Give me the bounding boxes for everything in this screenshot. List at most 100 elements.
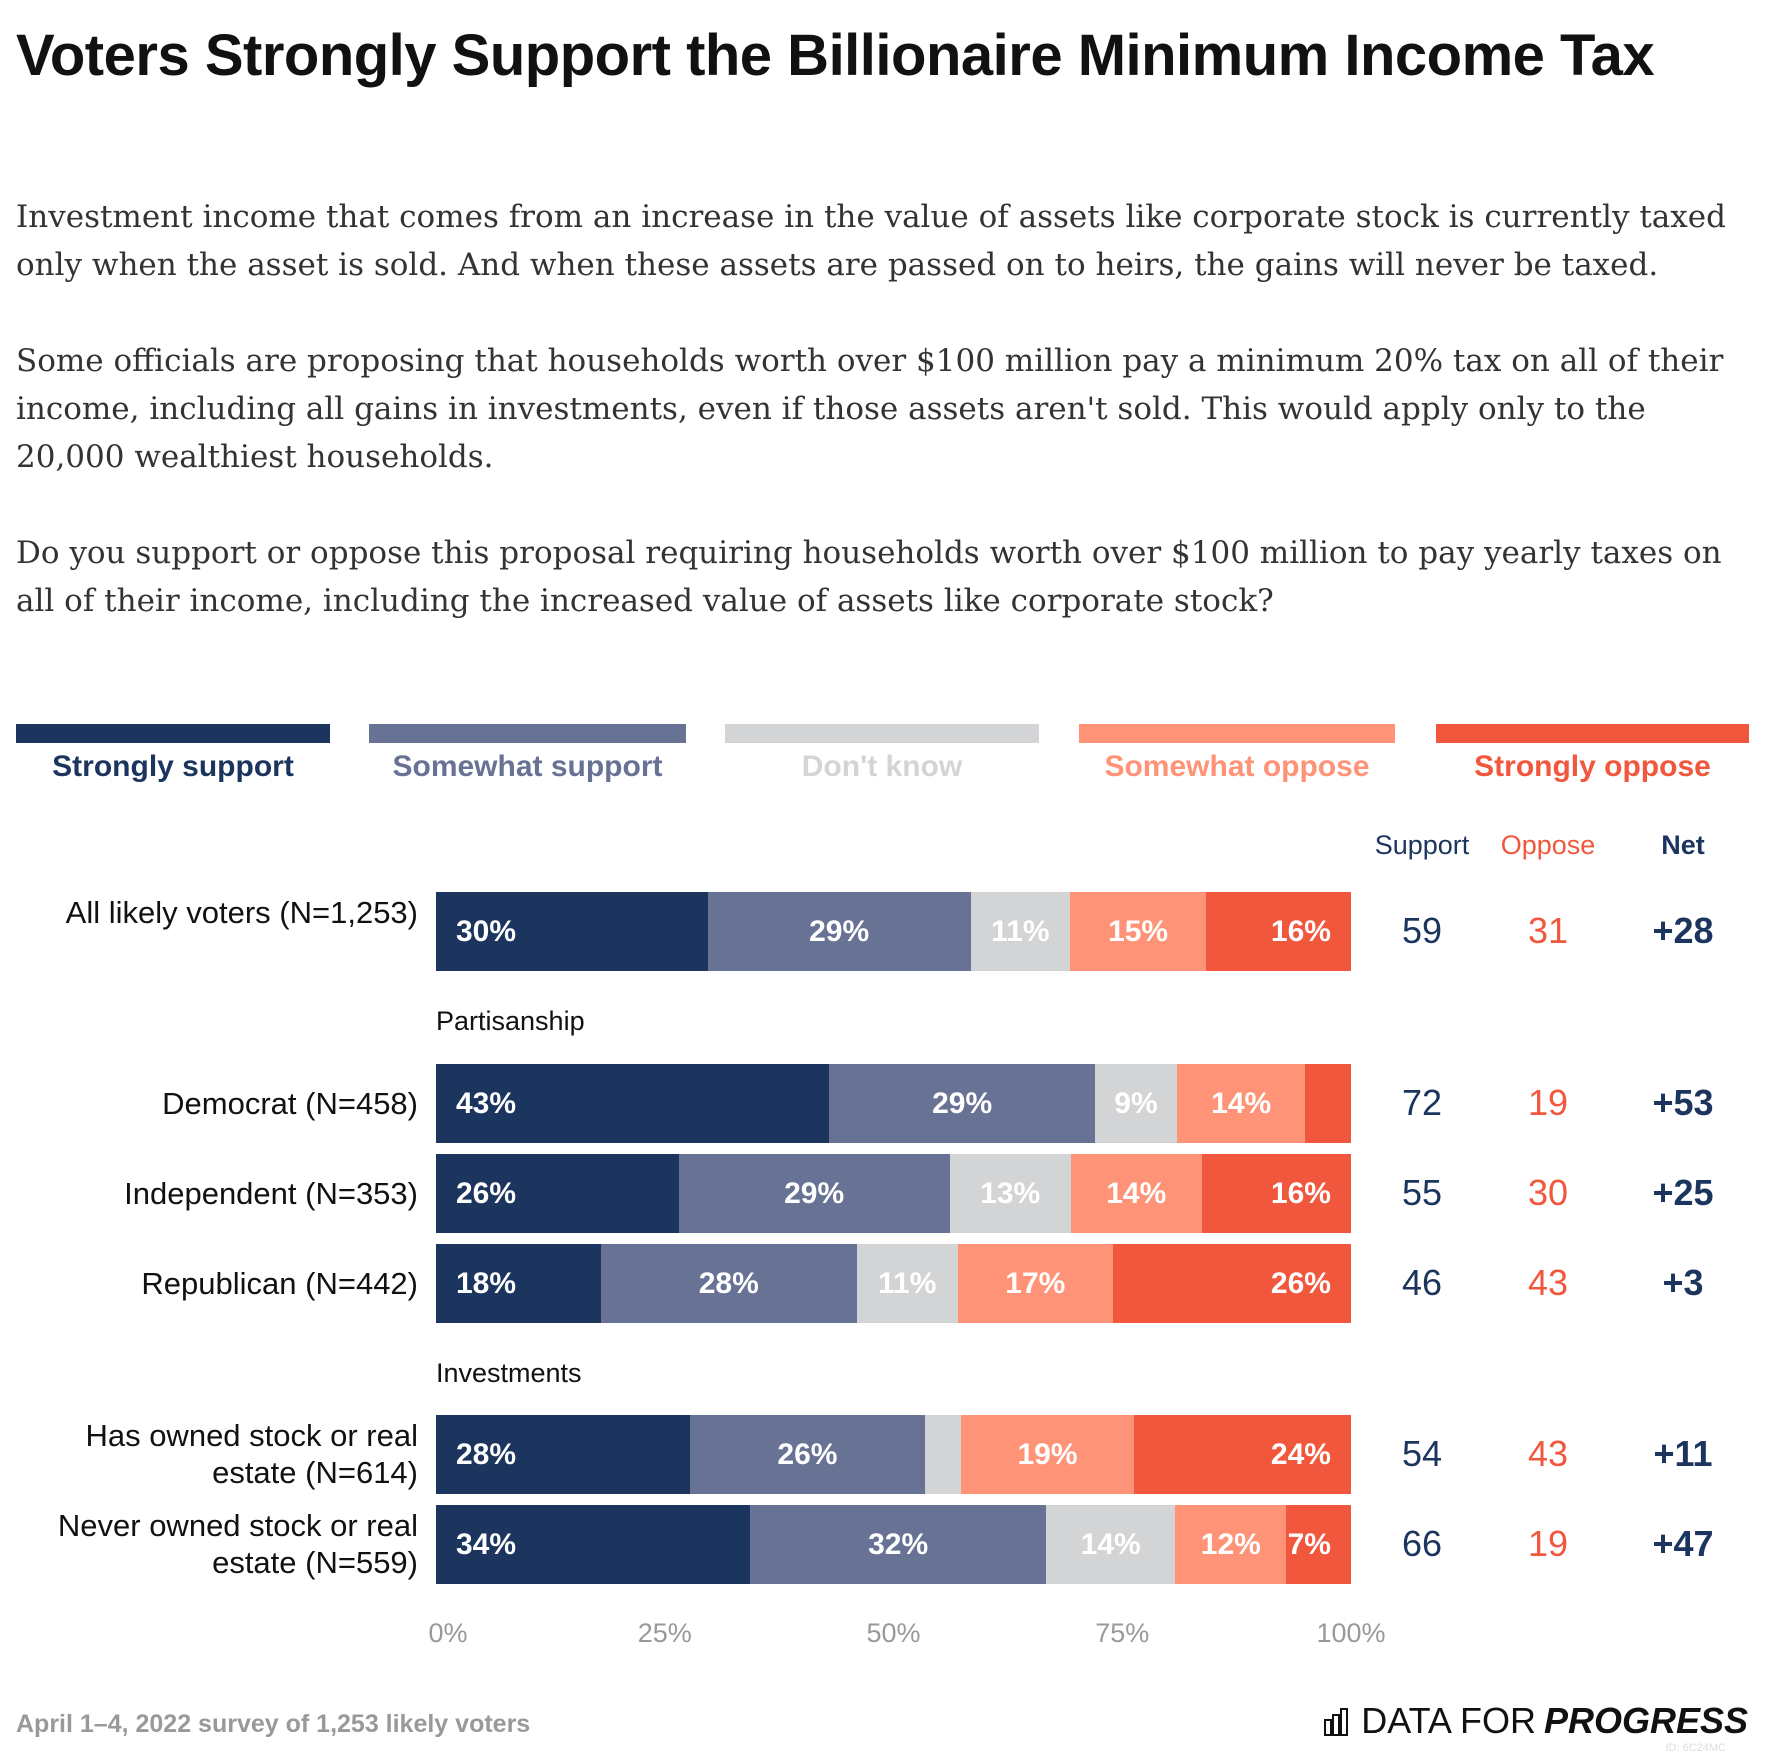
logo-text-light: DATA FOR: [1361, 1700, 1536, 1741]
data-label: 19%: [1017, 1437, 1078, 1471]
oppose-value: 43: [1527, 1262, 1569, 1303]
bar-segment: 26%: [436, 1154, 679, 1233]
legend-label: Somewhat support: [392, 750, 663, 783]
bar-segment: 14%: [1177, 1064, 1306, 1143]
bar-segment: 11%: [856, 1244, 958, 1323]
section-label-investments: Investments: [436, 1358, 582, 1388]
paragraph-1: Investment income that comes from an inc…: [16, 199, 1726, 283]
row-label: Democrat (N=458): [162, 1086, 418, 1121]
oppose-value: 31: [1527, 910, 1569, 951]
bar-segment: [925, 1415, 962, 1494]
data-label: 28%: [698, 1266, 759, 1300]
legend-swatch: [16, 724, 330, 743]
support-value: 59: [1401, 910, 1443, 951]
data-label: 18%: [456, 1266, 517, 1300]
net-value: +3: [1662, 1262, 1704, 1303]
stacked-bar: 28% 26% 19% 24%: [436, 1415, 1351, 1494]
chart-title: Voters Strongly Support the Billionaire …: [16, 23, 1655, 88]
data-label: 24%: [1270, 1437, 1331, 1471]
data-label: 29%: [932, 1086, 993, 1120]
x-tick-label: 0%: [428, 1618, 468, 1648]
oppose-value: 19: [1527, 1523, 1569, 1564]
data-label: 14%: [1106, 1176, 1167, 1210]
chart-id: ID: 6C24MC: [1665, 1742, 1726, 1754]
bar-segment: 29%: [829, 1064, 1095, 1143]
bar-segment: 26%: [1113, 1244, 1351, 1323]
oppose-value: 43: [1527, 1433, 1569, 1474]
support-value: 55: [1401, 1172, 1443, 1213]
bar-segment: 34%: [436, 1505, 751, 1584]
bar-segment: 9%: [1094, 1064, 1178, 1143]
row-label: Independent (N=353): [124, 1176, 418, 1211]
stacked-bar: 26% 29% 13% 14% 16%: [436, 1154, 1351, 1233]
paragraph-3: Do you support or oppose this proposal r…: [16, 535, 1722, 619]
row-label: Never owned stock or real estate (N=559): [57, 1508, 418, 1580]
bar-segment: 11%: [970, 892, 1071, 971]
legend-swatch: [369, 724, 686, 743]
legend-label: Somewhat oppose: [1104, 750, 1370, 783]
data-label: 12%: [1200, 1527, 1261, 1561]
bar-segment: 12%: [1175, 1505, 1287, 1584]
net-value: +25: [1652, 1172, 1714, 1213]
bar-segment: 16%: [1206, 892, 1351, 971]
bar-segment: 29%: [678, 1154, 950, 1233]
data-label: 16%: [1270, 914, 1331, 948]
legend-swatch: [1436, 724, 1749, 743]
data-label: 16%: [1270, 1176, 1331, 1210]
net-value: +47: [1652, 1523, 1714, 1564]
bar-segment: 7%: [1286, 1505, 1351, 1584]
bar-segment: 32%: [750, 1505, 1046, 1584]
legend-label: Strongly support: [52, 750, 294, 783]
legend-swatch: [1079, 724, 1395, 743]
oppose-header: Oppose: [1500, 830, 1596, 860]
bar-segment: 26%: [689, 1415, 926, 1494]
stacked-bar: 30% 29% 11% 15% 16%: [436, 892, 1351, 971]
x-tick-label: 100%: [1316, 1618, 1386, 1648]
bar-segment: 14%: [1070, 1154, 1202, 1233]
data-label: 29%: [784, 1176, 845, 1210]
legend-swatch: [725, 724, 1039, 743]
bar-segment: [1305, 1064, 1351, 1143]
x-tick-label: 50%: [866, 1618, 921, 1648]
support-value: 54: [1401, 1433, 1443, 1474]
data-label: 15%: [1108, 914, 1169, 948]
legend-label: Strongly oppose: [1474, 750, 1711, 783]
net-value: +53: [1652, 1082, 1714, 1123]
net-value: +28: [1652, 910, 1714, 951]
data-label: 14%: [1080, 1527, 1141, 1561]
data-label: 11%: [878, 1266, 937, 1300]
legend-label: Don't know: [801, 750, 963, 783]
logo-text-bold: PROGRESS: [1543, 1700, 1748, 1741]
bar-chart-logo-icon: [1324, 1708, 1349, 1736]
bar-segment: 17%: [957, 1244, 1114, 1323]
footer-note: April 1–4, 2022 survey of 1,253 likely v…: [16, 1710, 531, 1738]
data-label: 28%: [456, 1437, 517, 1471]
logo: DATA FOR PROGRESS: [1323, 1700, 1748, 1742]
x-tick-label: 25%: [637, 1618, 692, 1648]
net-header: Net: [1661, 830, 1705, 860]
bar-segment: 15%: [1070, 892, 1207, 971]
row-label: Has owned stock or real estate (N=614): [85, 1418, 418, 1490]
data-label: 26%: [456, 1176, 517, 1210]
bar-segment: 16%: [1201, 1154, 1351, 1233]
bar-segment: 28%: [600, 1244, 857, 1323]
data-label: 9%: [1114, 1086, 1158, 1120]
data-label: 32%: [868, 1527, 929, 1561]
bar-segment: 28%: [436, 1415, 690, 1494]
support-value: 72: [1401, 1082, 1443, 1123]
question-text: Investment income that comes from an inc…: [16, 193, 1756, 673]
data-label: 30%: [456, 914, 517, 948]
data-label: 29%: [809, 914, 870, 948]
bar-segment: 24%: [1133, 1415, 1351, 1494]
data-label: 14%: [1211, 1086, 1272, 1120]
bar-segment: 18%: [436, 1244, 601, 1323]
bar-segment: 13%: [949, 1154, 1071, 1233]
data-label: 26%: [777, 1437, 838, 1471]
support-value: 66: [1401, 1523, 1443, 1564]
data-label: 13%: [980, 1176, 1041, 1210]
x-tick-label: 75%: [1095, 1618, 1150, 1648]
support-header: Support: [1374, 830, 1470, 860]
section-label-partisanship: Partisanship: [436, 1006, 585, 1036]
net-value: +11: [1653, 1433, 1713, 1474]
data-label: 43%: [456, 1086, 517, 1120]
